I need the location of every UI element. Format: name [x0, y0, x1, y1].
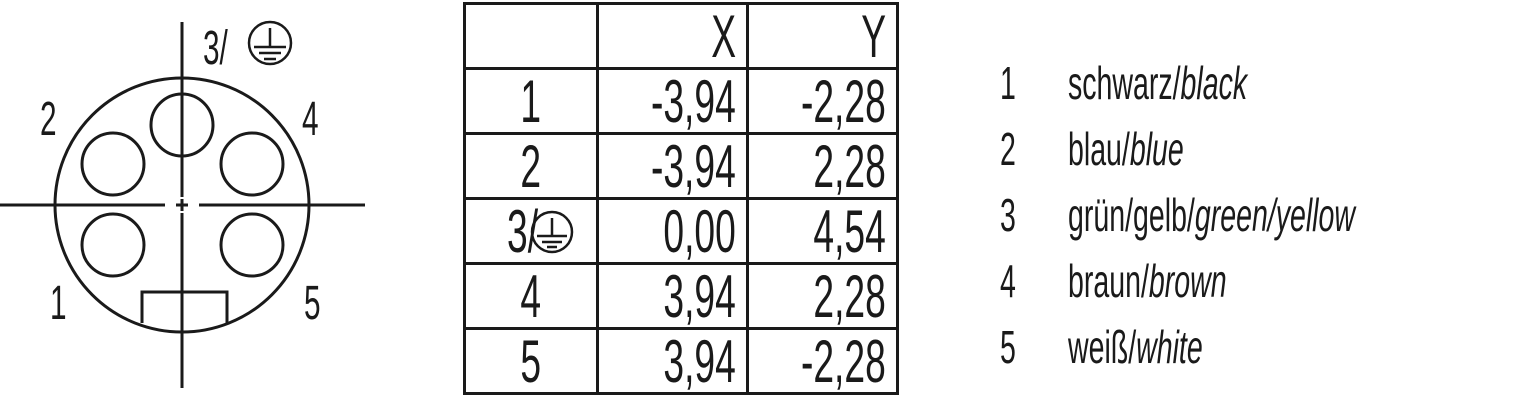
cell-x: -3,94	[596, 132, 749, 200]
pin-4-contact	[219, 131, 285, 197]
cell-pin: 3/	[463, 197, 599, 265]
legend-number: 2	[1000, 123, 1016, 175]
cell-pin: 5	[463, 327, 599, 395]
protective-earth-icon	[247, 20, 293, 66]
legend-color: blau/blue	[1068, 123, 1184, 175]
pin-label-4: 4	[302, 93, 319, 146]
table-header-row: X Y	[463, 2, 899, 70]
pin-2-contact	[80, 131, 146, 197]
legend-color: weiß/white	[1068, 321, 1203, 373]
pin-label-1: 1	[50, 277, 67, 330]
pin-label-2: 2	[40, 93, 57, 146]
legend-color: schwarz/black	[1068, 57, 1248, 109]
cell-pin: 4	[463, 262, 599, 330]
table-row: 4 3,94 2,28	[463, 262, 899, 330]
cell-y: 2,28	[745, 132, 899, 200]
table-row: 2 -3,94 2,28	[463, 132, 899, 200]
protective-earth-icon	[530, 210, 574, 254]
legend-number: 5	[1000, 321, 1016, 373]
cell-x: 3,94	[596, 327, 749, 395]
header-x: X	[596, 2, 749, 70]
pin-label-3: 3/	[203, 22, 228, 75]
cell-y: -2,28	[745, 327, 899, 395]
cell-pin: 1	[463, 67, 599, 135]
legend-color: grün/gelb/green/yellow	[1068, 189, 1355, 241]
legend-number: 3	[1000, 189, 1016, 241]
legend-number: 4	[1000, 255, 1016, 307]
pin-1-contact	[80, 212, 146, 278]
connector-face-diagram	[0, 20, 365, 388]
pin-5-contact	[219, 212, 285, 278]
table-row: 1 -3,94 -2,28	[463, 67, 899, 135]
cell-x: 0,00	[596, 197, 749, 265]
cell-x: -3,94	[596, 67, 749, 135]
cell-pin: 2	[463, 132, 599, 200]
header-y: Y	[745, 2, 899, 70]
legend-color: braun/brown	[1068, 255, 1227, 307]
cell-y: 2,28	[745, 262, 899, 330]
table-row: 5 3,94 -2,28	[463, 327, 899, 395]
pin-coordinate-table: X Y 1 -3,94 -2,28 2 -3,94 2,28 3/ 0,00 4…	[463, 2, 899, 395]
table-row: 3/ 0,00 4,54	[463, 197, 899, 265]
legend-number: 1	[1000, 57, 1016, 109]
pin-label-5: 5	[304, 277, 321, 330]
cell-x: 3,94	[596, 262, 749, 330]
cell-y: -2,28	[745, 67, 899, 135]
cell-y: 4,54	[745, 197, 899, 265]
header-pin	[463, 2, 599, 70]
coding-key	[140, 290, 229, 323]
